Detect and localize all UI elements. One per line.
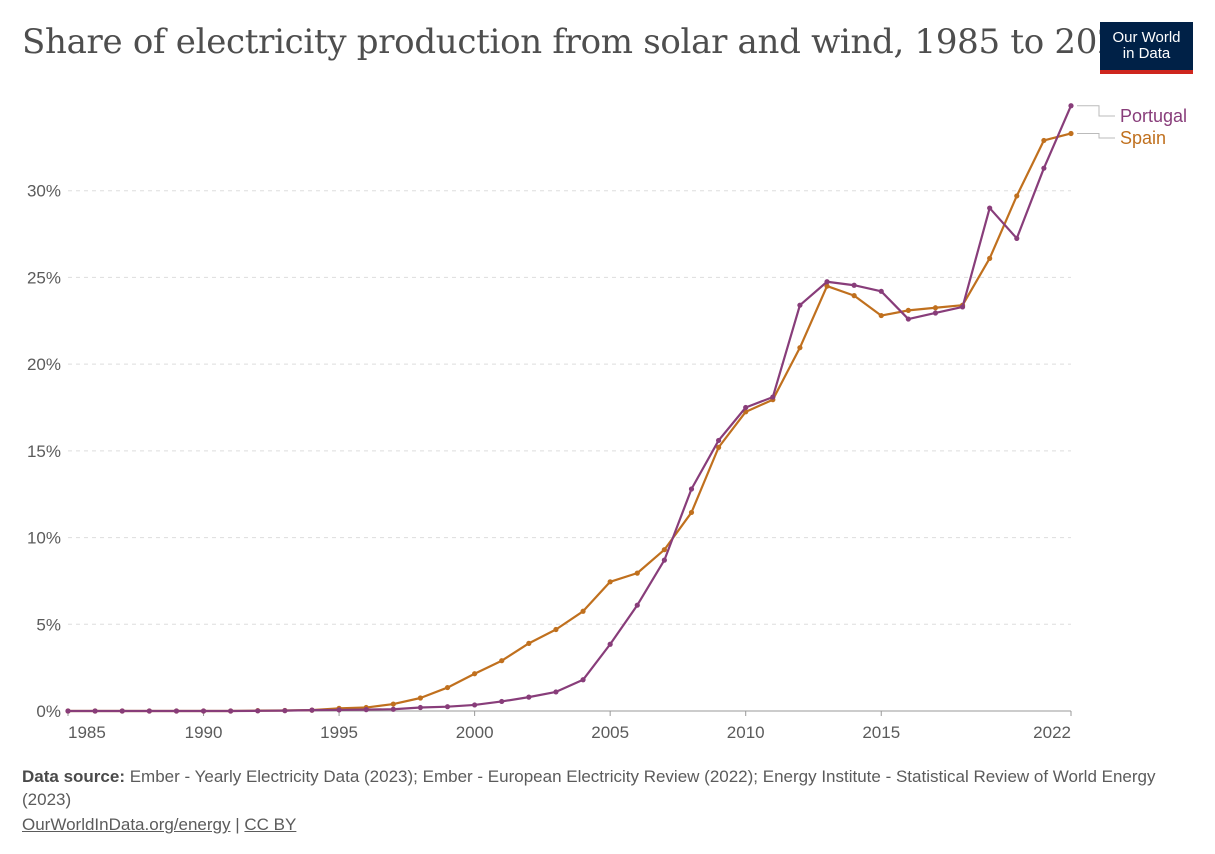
data-point-portugal[interactable] (499, 698, 505, 705)
data-point-spain[interactable] (553, 626, 559, 633)
data-point-portugal[interactable] (987, 205, 993, 211)
y-tick-label: 10% (27, 529, 61, 548)
data-source-label: Data source: (22, 767, 125, 786)
data-point-spain[interactable] (580, 608, 586, 614)
logo-line-2: in Data (1122, 45, 1171, 62)
data-point-spain[interactable] (634, 570, 640, 576)
data-point-spain[interactable] (607, 579, 613, 585)
license-link[interactable]: CC BY (244, 815, 297, 834)
data-point-spain[interactable] (390, 701, 396, 707)
data-point-spain[interactable] (932, 305, 939, 311)
data-point-portugal[interactable] (661, 557, 667, 563)
data-point-spain[interactable] (1014, 193, 1020, 199)
data-point-portugal[interactable] (1014, 235, 1020, 242)
data-point-portugal[interactable] (1068, 103, 1074, 109)
x-tick-label: 2000 (456, 723, 494, 742)
data-point-spain[interactable] (851, 293, 857, 299)
data-point-portugal[interactable] (65, 708, 71, 714)
series-line-portugal[interactable] (68, 105, 1073, 713)
data-point-portugal[interactable] (770, 394, 776, 400)
chart-title: Share of electricity production from sol… (22, 22, 1140, 62)
data-source: Data source: Ember - Yearly Electricity … (22, 765, 1192, 811)
data-point-portugal[interactable] (851, 282, 857, 288)
series-label-portugal[interactable]: Portugal (1120, 106, 1187, 126)
data-point-portugal[interactable] (580, 677, 586, 683)
data-point-portugal[interactable] (173, 708, 180, 714)
data-point-portugal[interactable] (878, 288, 884, 294)
x-tick-label: 1990 (185, 723, 223, 742)
data-point-portugal[interactable] (200, 708, 207, 714)
label-connector (1077, 132, 1115, 139)
data-point-portugal[interactable] (743, 404, 749, 411)
x-tick-label: 2022 (1033, 723, 1071, 742)
axis-layer: 0% 5% 10% 15% 20% 25% 30% 1985 1990 1995 2000 2005 2… (27, 182, 1072, 742)
x-tick-label: 2010 (727, 723, 765, 742)
data-point-portugal[interactable] (905, 316, 911, 322)
label-connector (1077, 105, 1115, 117)
data-point-portugal[interactable] (715, 437, 722, 444)
data-point-portugal[interactable] (932, 310, 939, 316)
data-point-spain[interactable] (1041, 137, 1047, 144)
data-point-spain[interactable] (688, 509, 695, 516)
data-point-spain[interactable] (417, 695, 424, 701)
data-point-portugal[interactable] (255, 708, 261, 714)
data-point-portugal[interactable] (444, 704, 451, 710)
data-point-spain[interactable] (987, 255, 993, 261)
data-point-portugal[interactable] (228, 708, 234, 714)
energy-link[interactable]: OurWorldInData.org/energy (22, 815, 231, 834)
data-point-portugal[interactable] (390, 706, 396, 712)
data-point-spain[interactable] (472, 671, 478, 677)
data-point-portugal[interactable] (553, 689, 559, 695)
link-separator: | (235, 815, 240, 834)
data-point-portugal[interactable] (824, 279, 830, 285)
data-point-portugal[interactable] (417, 704, 424, 711)
data-point-portugal[interactable] (146, 708, 152, 714)
y-tick-label: 30% (27, 182, 61, 201)
logo-line-1: Our World (1112, 29, 1181, 46)
data-source-text: Ember - Yearly Electricity Data (2023); … (22, 767, 1156, 809)
series-label-spain[interactable]: Spain (1120, 128, 1166, 148)
grid-layer (68, 190, 1071, 625)
data-point-portugal[interactable] (1041, 165, 1047, 171)
data-point-spain[interactable] (444, 684, 451, 691)
data-point-portugal[interactable] (688, 486, 695, 492)
footer: Data source: Ember - Yearly Electricity … (22, 765, 1192, 836)
data-point-portugal[interactable] (336, 707, 342, 713)
series-line-spain[interactable] (68, 132, 1072, 713)
y-tick-label: 15% (27, 442, 61, 461)
y-tick-label: 5% (36, 615, 61, 634)
data-point-spain[interactable] (905, 307, 911, 313)
data-point-spain[interactable] (715, 444, 722, 450)
chart-plot: 0% 5% 10% 15% 20% 25% 30% 1985 1990 1995 2000 2005 2… (27, 103, 1187, 742)
data-point-spain[interactable] (878, 312, 884, 319)
data-point-spain[interactable] (499, 658, 505, 664)
data-point-portugal[interactable] (282, 708, 288, 714)
data-point-portugal[interactable] (797, 302, 803, 308)
x-tick-label: 1985 (68, 723, 106, 742)
data-point-portugal[interactable] (92, 708, 98, 714)
x-tick-label: 1995 (320, 723, 358, 742)
data-point-spain[interactable] (661, 547, 667, 553)
data-point-portugal[interactable] (472, 702, 478, 708)
x-tick-label: 2015 (862, 723, 900, 742)
data-point-portugal[interactable] (119, 708, 125, 714)
data-point-portugal[interactable] (309, 707, 315, 713)
y-tick-label: 20% (27, 355, 61, 374)
data-point-spain[interactable] (1068, 130, 1074, 137)
data-point-spain[interactable] (526, 640, 532, 646)
data-point-spain[interactable] (797, 345, 803, 351)
owid-logo[interactable]: Our World in Data (1100, 22, 1193, 74)
data-point-spain[interactable] (824, 283, 830, 289)
data-point-portugal[interactable] (363, 707, 369, 713)
data-point-portugal[interactable] (607, 641, 613, 647)
data-point-portugal[interactable] (634, 602, 640, 608)
y-tick-label: 0% (36, 702, 61, 721)
y-tick-label: 25% (27, 268, 61, 287)
data-point-portugal[interactable] (959, 304, 966, 310)
x-tick-label: 2005 (591, 723, 629, 742)
series-layer (65, 103, 1074, 714)
data-point-portugal[interactable] (526, 694, 532, 700)
